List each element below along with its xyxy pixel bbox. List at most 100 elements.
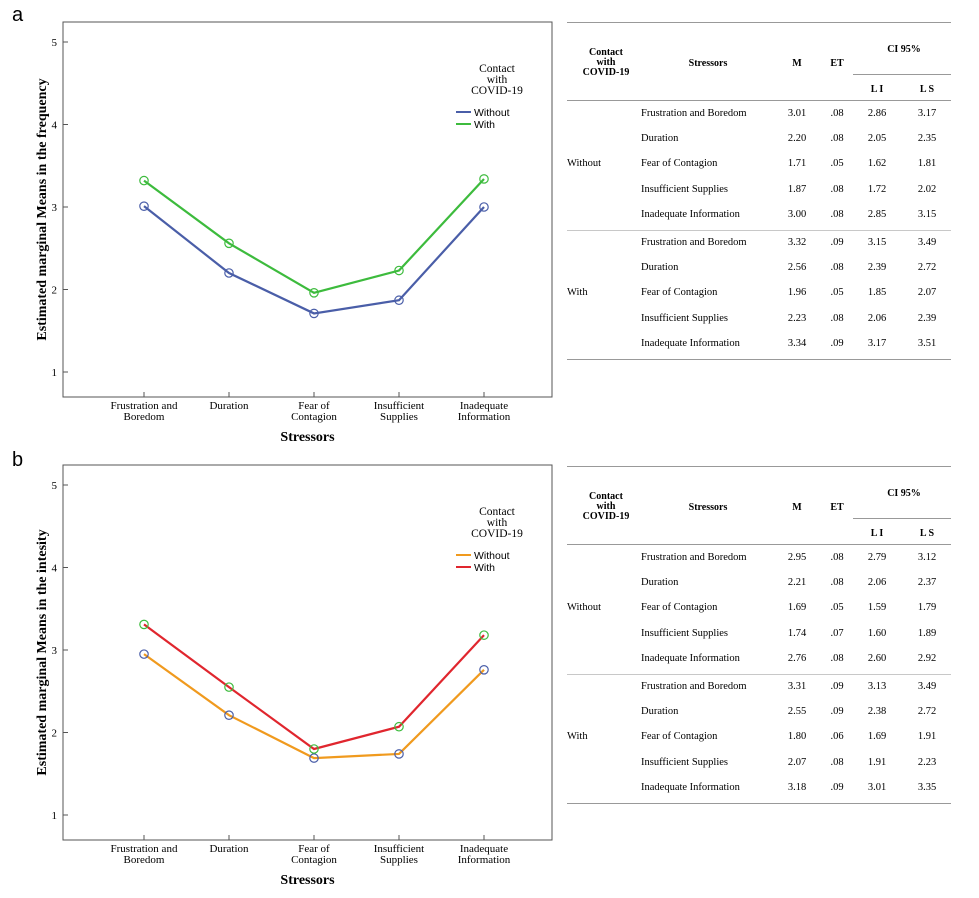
table-rule bbox=[567, 803, 951, 804]
cell-li: 2.85 bbox=[867, 208, 887, 220]
chart-intensity: 1 2 3 4 5 Frustration and Boredom Duration Fear … bbox=[35, 464, 553, 888]
cell-ls: 2.72 bbox=[917, 706, 937, 718]
cell-stressor: Insufficient Supplies bbox=[641, 627, 729, 639]
cell-stressor: Duration bbox=[641, 133, 679, 145]
x-tick-label: Frustration and Boredom bbox=[111, 843, 178, 866]
cell-li: 1.91 bbox=[867, 756, 887, 768]
y-axis-title: Estimated marginal Means in the intesity bbox=[35, 529, 50, 775]
cell-et: .09 bbox=[830, 781, 844, 793]
cell-li: 3.13 bbox=[867, 681, 887, 692]
header-ci: CI 95% bbox=[887, 44, 921, 55]
cell-ls: 2.72 bbox=[917, 262, 937, 274]
cell-ls: 2.39 bbox=[917, 312, 937, 324]
header-ci: CI 95% bbox=[887, 488, 921, 499]
cell-ls: 3.35 bbox=[917, 781, 937, 793]
cell-et: .08 bbox=[830, 652, 844, 664]
cell-ls: 1.89 bbox=[917, 627, 937, 639]
header-ls: L S bbox=[919, 528, 935, 539]
x-axis-title: Stressors bbox=[280, 873, 335, 888]
table-rule bbox=[567, 544, 951, 545]
cell-li: 2.06 bbox=[867, 577, 887, 589]
data-point-without bbox=[224, 268, 234, 278]
table-rule bbox=[567, 100, 951, 101]
header-contact: Contact bbox=[589, 47, 623, 58]
cell-stressor: Duration bbox=[641, 706, 679, 718]
data-point-without bbox=[394, 749, 404, 759]
cell-et: .08 bbox=[830, 552, 844, 563]
cell-stressor: Fear of Contagion bbox=[641, 602, 718, 614]
cell-et: .08 bbox=[830, 208, 844, 220]
cell-m: 3.18 bbox=[787, 781, 807, 793]
y-tick-label: 3 bbox=[52, 202, 58, 214]
series-line-without bbox=[143, 205, 485, 315]
cell-ls: 3.17 bbox=[917, 108, 937, 119]
cell-et: .09 bbox=[830, 706, 844, 718]
x-tick-label: Duration bbox=[209, 400, 249, 412]
plot-frame bbox=[62, 464, 553, 841]
cell-ls: 2.35 bbox=[917, 133, 937, 145]
cell-stressor: Insufficient Supplies bbox=[641, 756, 729, 768]
cell-stressor: Fear of Contagion bbox=[641, 158, 718, 170]
legend-label-without: Without bbox=[474, 107, 510, 119]
chart-frequency: 1 2 3 4 5 Frustration and Boredom Duration Fear … bbox=[35, 21, 553, 445]
legend-title: Contact bbox=[479, 506, 516, 518]
x-tick-label: Insufficient Supplies bbox=[374, 400, 425, 423]
cell-m: 1.71 bbox=[787, 158, 807, 170]
y-tick-label: 2 bbox=[52, 728, 58, 740]
x-tick-label: Inadequate Information bbox=[458, 843, 511, 866]
table-rule bbox=[567, 230, 951, 231]
series-line-with bbox=[143, 623, 485, 751]
cell-m: 1.87 bbox=[787, 183, 807, 195]
series-line-with bbox=[143, 178, 485, 294]
cell-li: 1.59 bbox=[867, 602, 887, 614]
cell-m: 2.23 bbox=[787, 312, 807, 324]
data-point-with bbox=[479, 630, 489, 640]
cell-et: .05 bbox=[830, 158, 844, 170]
table-intensity: Contact with COVID-19 Stressors M ET CI 95% L I… bbox=[567, 466, 951, 804]
y-tick-label: 4 bbox=[52, 120, 58, 132]
data-point-without bbox=[394, 295, 404, 306]
cell-stressor: Fear of Contagion bbox=[641, 731, 718, 743]
data-point-with bbox=[309, 287, 319, 298]
cell-stressor: Duration bbox=[641, 262, 679, 274]
data-point-with bbox=[394, 265, 404, 276]
cell-m: 3.01 bbox=[787, 108, 807, 119]
cell-m: 1.74 bbox=[787, 627, 807, 639]
cell-m: 2.21 bbox=[787, 577, 807, 589]
header-contact: COVID-19 bbox=[582, 67, 630, 78]
data-point-with bbox=[224, 682, 234, 692]
cell-m: 2.56 bbox=[787, 262, 807, 274]
cell-li: 1.62 bbox=[867, 158, 887, 170]
cell-stressor: Frustration and Boredom bbox=[641, 237, 747, 248]
cell-m: 2.55 bbox=[787, 706, 807, 718]
table-rule bbox=[853, 74, 951, 75]
y-tick-label: 2 bbox=[52, 285, 58, 297]
cell-et: .09 bbox=[830, 681, 844, 692]
group-label: With bbox=[567, 731, 588, 743]
y-tick-label: 1 bbox=[52, 810, 58, 822]
cell-stressor: Duration bbox=[641, 577, 679, 589]
cell-ls: 2.92 bbox=[917, 652, 937, 664]
cell-m: 3.31 bbox=[787, 681, 807, 692]
header-contact: with bbox=[596, 501, 616, 512]
cell-m: 1.80 bbox=[787, 731, 807, 743]
cell-stressor: Inadequate Information bbox=[641, 337, 740, 349]
cell-et: .05 bbox=[830, 602, 844, 614]
data-point-with bbox=[139, 175, 149, 186]
cell-li: 3.17 bbox=[867, 337, 887, 349]
x-tick-label: Insufficient Supplies bbox=[374, 843, 425, 866]
legend-title: with bbox=[487, 517, 508, 529]
cell-li: 2.60 bbox=[867, 652, 887, 664]
cell-m: 3.32 bbox=[787, 237, 807, 248]
data-point-without bbox=[224, 710, 234, 720]
data-point-with bbox=[479, 174, 489, 184]
cell-m: 2.20 bbox=[787, 133, 807, 145]
x-tick-label: Frustration and Boredom bbox=[111, 400, 178, 423]
cell-li: 2.79 bbox=[867, 552, 887, 563]
panel-letter-a: a bbox=[12, 4, 24, 26]
y-tick-label: 1 bbox=[52, 367, 58, 379]
panel-letter-b: b bbox=[12, 449, 24, 471]
header-ls: L S bbox=[919, 84, 935, 95]
data-point-without bbox=[479, 202, 489, 212]
cell-ls: 2.23 bbox=[917, 756, 937, 768]
